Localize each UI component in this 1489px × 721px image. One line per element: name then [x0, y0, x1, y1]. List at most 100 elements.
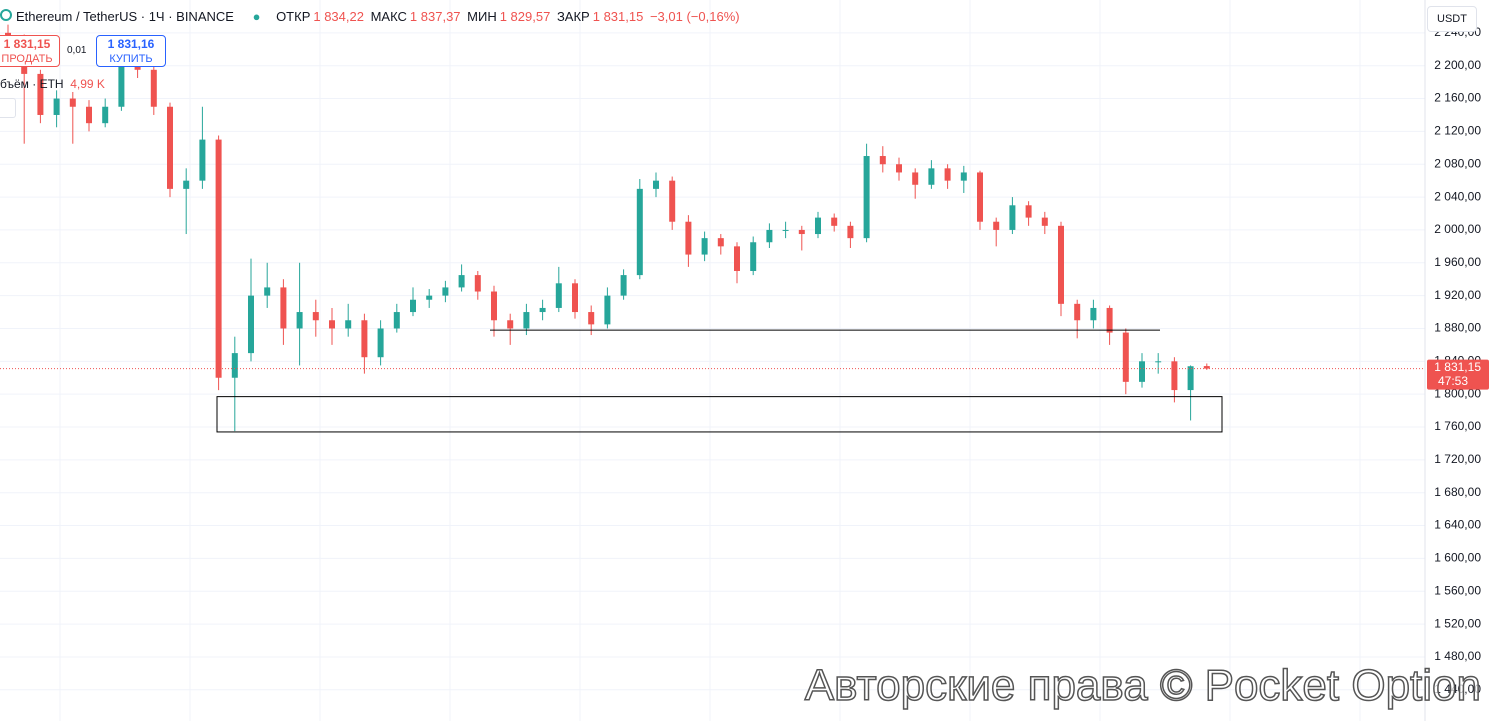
candle-body — [1155, 361, 1162, 363]
candle-body — [734, 246, 740, 271]
candle-body — [782, 229, 789, 231]
candle-body — [167, 106, 173, 189]
candle-body — [280, 287, 287, 329]
y-tick-label: 1 440,00 — [1434, 682, 1481, 696]
y-tick-label: 1 920,00 — [1434, 288, 1481, 302]
buy-price: 1 831,16 — [107, 37, 155, 51]
candle-body — [912, 172, 919, 185]
candle-body — [1074, 303, 1081, 321]
candle-body — [215, 139, 222, 378]
candle-body — [1187, 366, 1194, 391]
candle-body — [977, 172, 983, 222]
candle-body — [118, 65, 125, 107]
candle-body — [1009, 205, 1016, 230]
y-tick-label: 2 080,00 — [1434, 156, 1481, 170]
candle-body — [653, 180, 659, 189]
open: 1 834,22 — [313, 9, 364, 24]
candle-body — [264, 287, 271, 296]
currency-button[interactable]: USDT — [1427, 6, 1477, 32]
candle-body — [701, 238, 708, 255]
spread: 0,01 — [67, 45, 87, 56]
candle-body — [750, 242, 757, 271]
candle-body — [150, 69, 157, 107]
candle-body — [410, 299, 416, 313]
candle-body — [766, 229, 773, 243]
candle-body — [815, 217, 821, 235]
volume-legend: бъём · ETH 4,99 K — [0, 77, 105, 91]
sell-price: 1 831,15 — [3, 37, 51, 51]
candle-body — [555, 283, 562, 308]
y-tick-label: 2 160,00 — [1434, 91, 1481, 105]
y-tick-label: 1 640,00 — [1434, 518, 1481, 532]
watermark: Авторские права © Pocket Option — [804, 660, 1482, 711]
candle-body — [1122, 332, 1129, 382]
y-tick-label: 2 200,00 — [1434, 58, 1481, 72]
y-tick-label: 1 560,00 — [1434, 583, 1481, 597]
volume-label: бъём · ETH — [0, 77, 64, 91]
candle-body — [1139, 361, 1145, 382]
symbol-icon — [0, 9, 12, 21]
buy-button[interactable]: 1 831,16 КУПИТЬ — [96, 35, 166, 67]
candle-body — [426, 295, 433, 300]
candle-body — [377, 328, 384, 358]
low-label: МИН — [467, 9, 497, 24]
candle-body — [993, 221, 1000, 230]
candle-body — [636, 188, 643, 276]
y-tick-label: 2 000,00 — [1434, 222, 1481, 236]
candle-body — [329, 320, 335, 329]
candle-body — [847, 225, 854, 239]
y-tick-label: 2 120,00 — [1434, 124, 1481, 138]
y-tick-label: 1 960,00 — [1434, 255, 1481, 269]
y-tick-label: 1 680,00 — [1434, 485, 1481, 499]
candle-body — [312, 312, 319, 321]
candle-body — [863, 156, 870, 239]
y-tick-label: 1 520,00 — [1434, 616, 1481, 630]
candle-body — [296, 312, 303, 329]
legend-bar: Ethereum / TetherUS · 1Ч · BINANCE ● ОТК… — [0, 9, 743, 24]
candle-body — [507, 320, 514, 329]
candle-body — [1041, 217, 1048, 226]
y-tick-label: 1 720,00 — [1434, 452, 1481, 466]
sell-label: ПРОДАТЬ — [1, 53, 53, 65]
y-tick-label: 1 480,00 — [1434, 649, 1481, 663]
candle-body — [86, 106, 92, 124]
candle-body — [572, 283, 578, 313]
candle-body — [231, 353, 238, 378]
high-label: МАКС — [370, 9, 407, 24]
close: 1 831,15 — [592, 9, 644, 24]
last-price-box — [1427, 359, 1489, 390]
candle-body — [53, 98, 60, 115]
y-tick-label: 2 040,00 — [1434, 189, 1481, 203]
high: 1 837,37 — [409, 9, 461, 24]
status-dot: ● — [252, 9, 261, 24]
last-price-label: 1 831,15 — [1434, 360, 1481, 374]
change: −3,01 (−0,16%) — [649, 9, 740, 24]
sell-button[interactable]: 1 831,15 ПРОДАТЬ — [0, 35, 60, 67]
candle-body — [960, 172, 967, 181]
candle-body — [669, 180, 676, 222]
buy-label: КУПИТЬ — [109, 53, 153, 65]
y-tick-label: 1 880,00 — [1434, 321, 1481, 335]
y-tick-label: 1 600,00 — [1434, 551, 1481, 565]
candle-body — [831, 217, 838, 226]
candle-body — [1203, 366, 1210, 369]
candle-body — [183, 180, 190, 189]
candle-body — [523, 312, 530, 329]
collapse-button[interactable] — [0, 98, 16, 118]
candle-body — [134, 65, 141, 70]
candle-body — [1025, 205, 1032, 218]
candle-body — [102, 106, 109, 124]
countdown: 47:53 — [1438, 374, 1468, 388]
candle-body — [588, 312, 595, 325]
candle-body — [620, 275, 627, 296]
candle-body — [69, 98, 76, 107]
symbol: Ethereum / TetherUS · 1Ч · BINANCE — [16, 9, 234, 24]
candle-body — [717, 238, 724, 247]
candle-body — [1106, 307, 1113, 333]
candle-body — [37, 73, 44, 115]
candle-body — [1090, 307, 1097, 321]
candle-body — [1058, 225, 1064, 304]
candle-body — [458, 275, 465, 288]
y-tick-label: 1 760,00 — [1434, 419, 1481, 433]
